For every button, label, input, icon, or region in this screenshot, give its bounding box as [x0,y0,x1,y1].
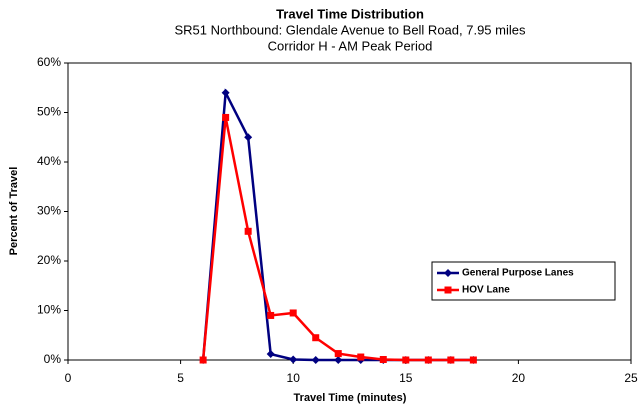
marker [424,356,432,364]
y-tick-label: 40% [37,154,61,168]
marker [357,353,365,361]
chart-title: Travel Time Distribution [276,6,424,21]
series-line [201,88,474,362]
x-tick-label: 15 [399,371,413,385]
x-tick-label: 0 [65,371,72,385]
y-tick-label: 20% [37,253,61,267]
marker [469,356,477,364]
chart-subtitle: Corridor H - AM Peak Period [268,38,433,53]
x-tick-label: 10 [287,371,301,385]
y-tick-label: 0% [44,352,62,366]
legend-label: General Purpose Lanes [462,268,574,279]
y-tick-label: 60% [37,55,61,69]
marker [402,356,410,364]
y-tick-label: 30% [37,204,61,218]
marker [199,356,207,364]
x-tick-label: 5 [177,371,184,385]
legend-label: HOV Lane [462,285,510,296]
x-tick-label: 25 [624,371,638,385]
plot-area [67,62,632,361]
marker [334,350,342,358]
marker [289,355,298,364]
legend [431,261,616,301]
y-tick-label: 50% [37,105,61,119]
chart-subtitle: SR51 Northbound: Glendale Avenue to Bell… [175,22,526,37]
marker [334,356,343,364]
y-axis-label: Percent of Travel [8,167,20,256]
marker [289,309,297,317]
marker [221,88,230,97]
x-tick-label: 20 [512,371,526,385]
marker [311,356,320,364]
marker [444,286,452,294]
y-tick-label: 10% [37,303,61,317]
marker [244,227,252,235]
marker [222,113,230,121]
marker [267,311,275,319]
marker [266,350,275,359]
marker [444,269,452,277]
marker [312,334,320,342]
series-line [201,117,474,362]
x-axis-label: Travel Time (minutes) [294,392,407,404]
marker [244,133,253,142]
marker [379,356,387,364]
marker [447,356,455,364]
